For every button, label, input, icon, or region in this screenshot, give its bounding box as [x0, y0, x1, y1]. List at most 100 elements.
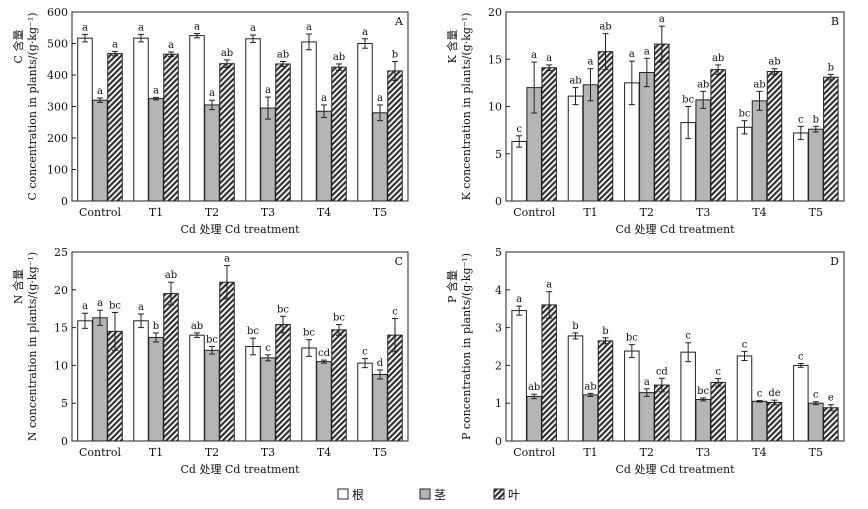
y-tick-label: 1 [495, 397, 502, 410]
x-tick-label: Control [79, 206, 121, 219]
significance-label: c [742, 339, 748, 350]
bar-leaf [163, 293, 179, 442]
bar-leaf [597, 51, 614, 202]
bar-stem [751, 100, 768, 202]
legend-item-leaf: 叶 [493, 488, 520, 502]
bar-root [624, 350, 640, 442]
significance-label: c [362, 347, 368, 358]
bar-root [511, 140, 527, 202]
significance-label: ab [712, 53, 724, 64]
significance-label: c [715, 367, 721, 378]
panel-letter: A [394, 15, 404, 28]
significance-label: a [629, 49, 635, 60]
plot-frame [505, 251, 845, 442]
panel-b: 0 5 10 15 20 B K 含量 K concentration in plants/(… [445, 6, 845, 236]
bar-leaf [163, 53, 179, 202]
bar-root [77, 320, 93, 442]
significance-label: ab [753, 79, 765, 90]
bar-leaf [107, 53, 123, 202]
bar-root [736, 126, 753, 202]
significance-label: ab [333, 52, 345, 63]
category-group: a ab a Control [511, 280, 557, 459]
significance-label: bc [738, 109, 750, 120]
bar-stem [808, 128, 824, 202]
x-tick-label: T5 [809, 446, 823, 459]
significance-label: a [546, 53, 552, 64]
y-tick-label: 300 [47, 101, 68, 114]
x-tick-label: T3 [696, 446, 710, 459]
y-tick-label: 0 [61, 195, 68, 208]
x-axis-title: Cd 处理 Cd treatment [180, 223, 300, 236]
legend-label: 叶 [508, 488, 520, 502]
bar-root [357, 362, 373, 442]
panel-letter: D [830, 255, 839, 268]
bar-leaf [219, 63, 235, 202]
significance-label: a [138, 302, 144, 313]
bar-stem [582, 84, 599, 202]
bar-leaf [823, 76, 839, 202]
significance-label: a [82, 301, 88, 312]
bar-leaf [597, 340, 614, 442]
x-tick-label: T3 [261, 206, 275, 219]
x-axis-title: Cd 处理 Cd treatment [615, 223, 735, 236]
y-tick-label: 5 [495, 246, 502, 259]
significance-label: bc [277, 304, 289, 315]
significance-label: ab [191, 321, 203, 332]
significance-label: c [516, 124, 522, 135]
y-tick-label: 0 [61, 435, 68, 448]
significance-label: c [798, 114, 804, 125]
bar-leaf [331, 66, 347, 202]
significance-label: ab [528, 382, 540, 393]
significance-label: a [224, 254, 230, 265]
y-tick-label: 600 [47, 6, 68, 19]
y-tick-label: 5 [495, 148, 502, 161]
legend-item-stem: 茎 [419, 488, 446, 502]
bar-root [245, 346, 261, 442]
significance-label: a [97, 86, 103, 97]
significance-label: bc [303, 328, 315, 339]
significance-label: c [798, 352, 804, 363]
legend-label: 茎 [434, 488, 446, 502]
y-tick-label: 25 [54, 246, 68, 259]
bar-leaf [710, 381, 726, 442]
significance-label: a [168, 40, 174, 51]
panel-c: 0 5 10 15 20 25 C N 含量 N concentration in plants… [11, 246, 409, 476]
significance-label: a [644, 46, 650, 57]
significance-label: ab [584, 381, 596, 392]
plot-frame [71, 251, 409, 442]
y-tick-label: 3 [495, 322, 502, 335]
y-axis-title-cn: C 含量 [11, 30, 25, 64]
bar-root [567, 335, 584, 442]
bar-stem [204, 104, 220, 202]
bar-stem [260, 107, 276, 202]
y-tick-label: 20 [54, 284, 68, 297]
significance-label: a [377, 93, 383, 104]
bar-stem [148, 336, 164, 442]
x-tick-label: Control [513, 446, 555, 459]
bar-leaf [541, 67, 557, 202]
significance-label: c [813, 390, 819, 401]
significance-label: b [572, 321, 578, 332]
y-axis-title-en: N concentration in plants/(g·kg⁻¹) [26, 252, 39, 441]
bar-root [357, 43, 373, 202]
y-tick-label: 15 [54, 322, 68, 335]
significance-label: b [602, 326, 608, 337]
bar-leaf [275, 324, 291, 442]
significance-label: c [757, 389, 763, 400]
significance-label: cd [656, 366, 669, 377]
significance-label: bc [109, 300, 121, 311]
bar-root [793, 132, 809, 202]
y-tick-label: 200 [47, 132, 68, 145]
bar-leaf [710, 69, 726, 202]
bar-root [301, 41, 317, 202]
x-axis-title: Cd 处理 Cd treatment [615, 463, 735, 476]
significance-label: bc [626, 333, 638, 344]
significance-label: e [828, 393, 834, 404]
x-axis-title: Cd 处理 Cd treatment [180, 463, 300, 476]
significance-label: c [685, 331, 691, 342]
